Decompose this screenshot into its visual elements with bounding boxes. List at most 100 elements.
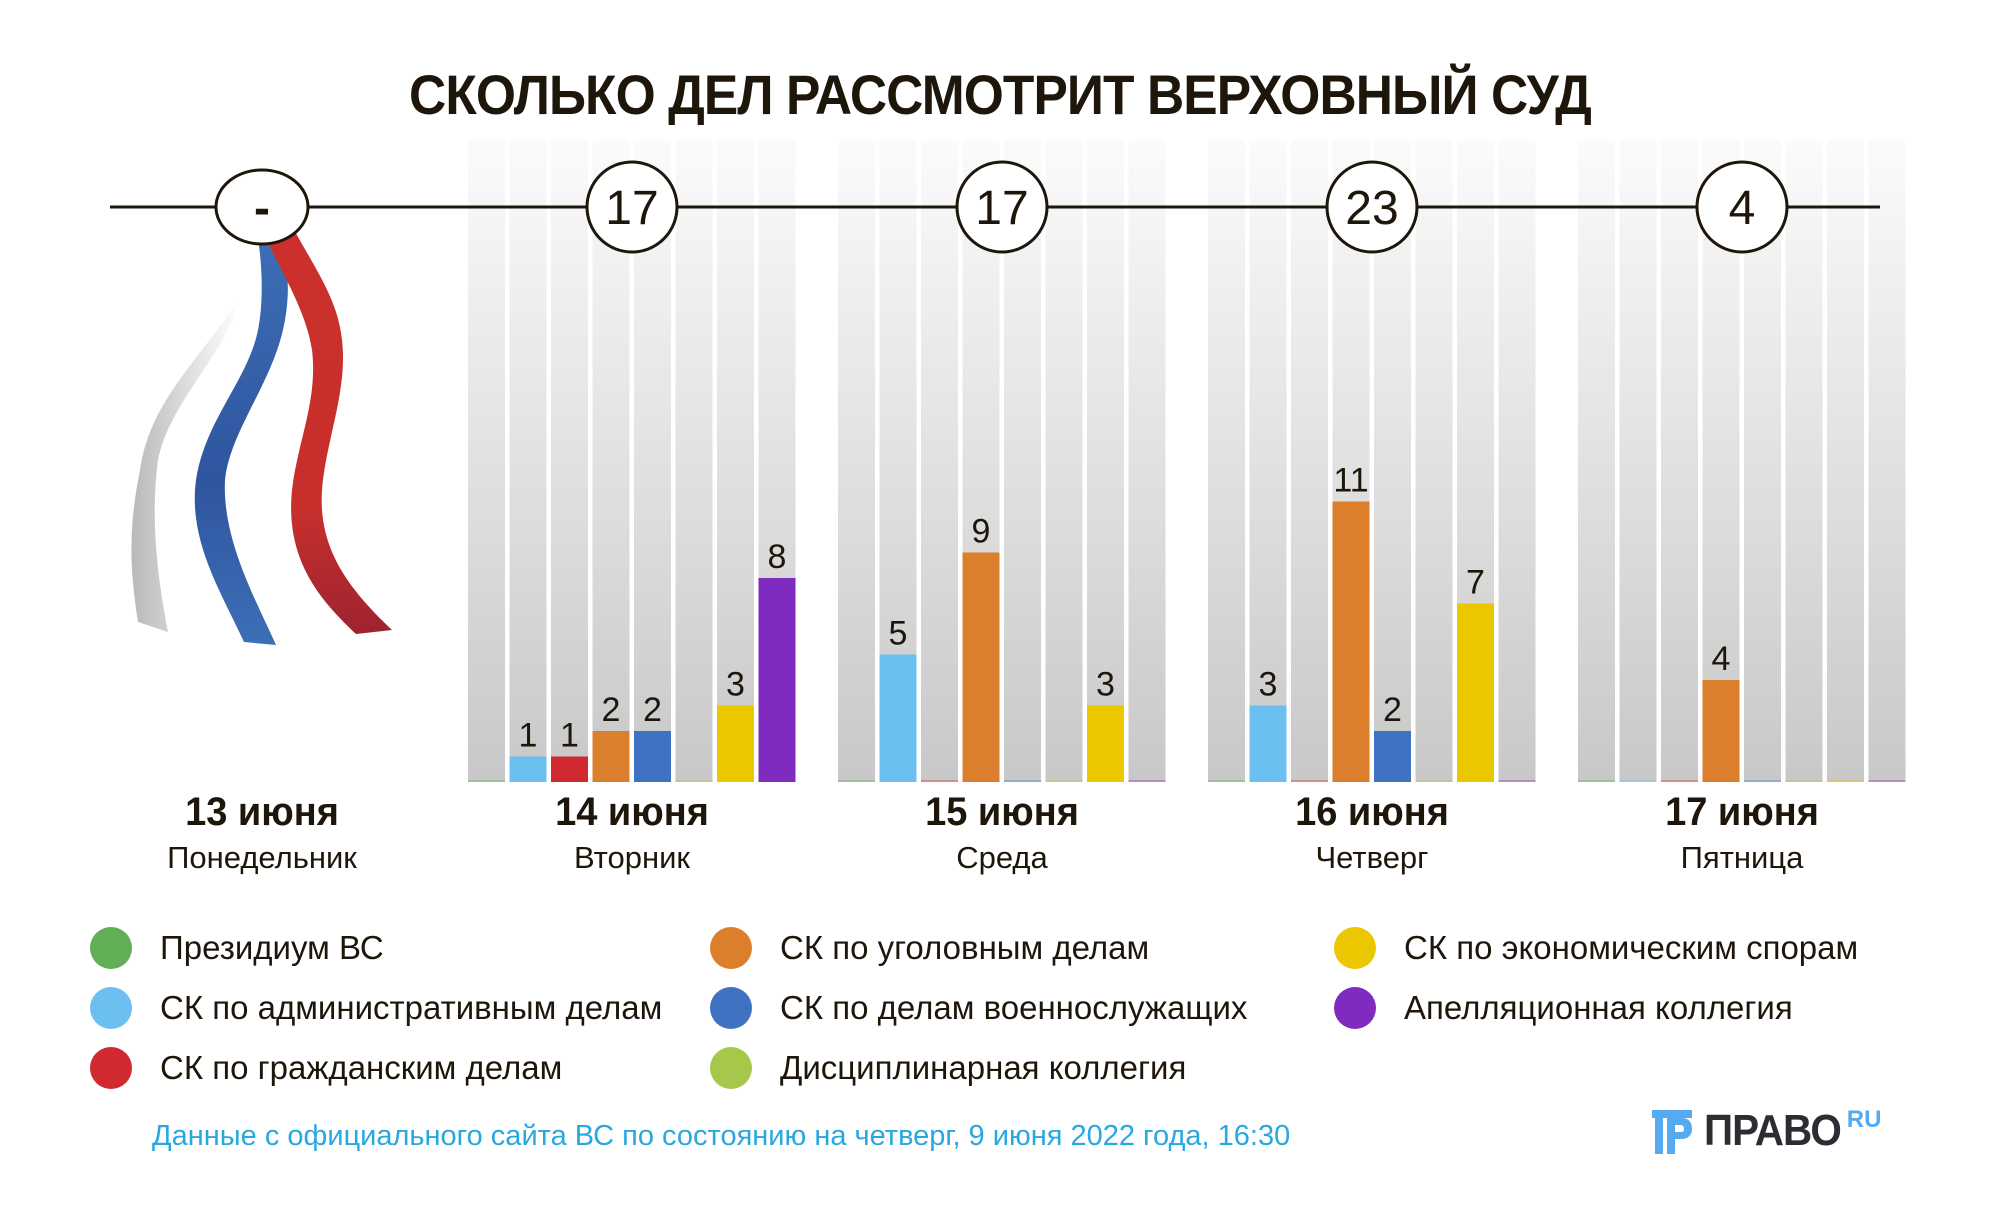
bar-value-label: 2: [643, 691, 662, 729]
legend-label: Президиум ВС: [160, 929, 384, 966]
legend-color-dot: [1334, 927, 1376, 969]
column-background: [1208, 140, 1245, 782]
column-baseline: [1415, 780, 1453, 782]
legend: Президиум ВС СК по административным дела…: [0, 920, 2000, 1100]
day-total-circle: [1695, 160, 1789, 254]
column-baseline: [675, 780, 713, 782]
column-baseline: [1868, 780, 1906, 782]
pravo-logo-icon: [1652, 1110, 1692, 1154]
column-baseline: [1498, 780, 1536, 782]
legend-item: СК по экономическим спорам: [1334, 920, 1858, 976]
column-baseline: [1827, 780, 1864, 782]
bar: [717, 705, 754, 782]
bar: [1374, 731, 1411, 782]
bar: [551, 756, 588, 782]
logo-text: ПРАВО: [1704, 1106, 1842, 1155]
bar: [1087, 705, 1124, 782]
legend-color-dot: [90, 927, 132, 969]
background-columns: [468, 140, 1906, 782]
legend-item: СК по делам военнослужащих: [710, 980, 1247, 1036]
legend-item: СК по уголовным делам: [710, 920, 1149, 976]
column-baseline: [1744, 780, 1781, 782]
column-background: [1619, 140, 1657, 782]
legend-color-dot: [710, 927, 752, 969]
column-baseline: [921, 780, 958, 782]
bar: [1332, 501, 1370, 782]
column-background: [1868, 140, 1906, 782]
day-total-value: 17: [605, 182, 658, 235]
legend-label: СК по гражданским делам: [160, 1049, 563, 1086]
legend-color-dot: [710, 1047, 752, 1089]
legend-item: Апелляционная коллегия: [1334, 980, 1793, 1036]
bar: [1249, 705, 1287, 782]
bar-value-label: 1: [560, 717, 579, 755]
day-date-label: 17 июня: [1665, 790, 1819, 834]
bar: [879, 654, 917, 782]
day-date-label: 14 июня: [555, 790, 709, 834]
bar: [962, 552, 1000, 782]
bar: [758, 578, 796, 782]
legend-label: СК по уголовным делам: [780, 929, 1150, 966]
column-background: [509, 140, 547, 782]
legend-label: Апелляционная коллегия: [1404, 989, 1793, 1026]
day-date-label: 13 июня: [185, 790, 339, 834]
day-total-circle: [214, 168, 310, 246]
day-total-value: -: [254, 182, 270, 235]
legend-color-dot: [1334, 987, 1376, 1029]
day-weekday-label: Четверг: [1315, 840, 1429, 875]
day-date-label: 15 июня: [925, 790, 1079, 834]
legend-color-dot: [710, 987, 752, 1029]
day-total-value: 17: [975, 182, 1028, 235]
column-background: [1415, 140, 1453, 782]
column-background: [551, 140, 588, 782]
column-background: [717, 140, 754, 782]
bar-value-label: 3: [1259, 666, 1278, 704]
bar-value-label: 9: [972, 513, 991, 551]
column-baseline: [1128, 780, 1166, 782]
legend-label: СК по экономическим спорам: [1404, 929, 1859, 966]
column-background: [675, 140, 713, 782]
data-source-note: Данные с официального сайта ВС по состоя…: [152, 1120, 1291, 1152]
column-background: [1291, 140, 1328, 782]
legend-color-dot: [90, 987, 132, 1029]
bar-value-label: 1: [519, 717, 538, 755]
bar: [592, 731, 630, 782]
bar-value-label: 8: [768, 538, 787, 576]
column-baseline: [1619, 780, 1657, 782]
logo-suffix: RU: [1846, 1106, 1882, 1133]
bar-value-label: 7: [1466, 564, 1485, 602]
legend-label: Дисциплинарная коллегия: [780, 1049, 1187, 1086]
day-total-circle: [955, 160, 1049, 254]
pravo-ru-logo[interactable]: ПРАВО RU: [1652, 1106, 1881, 1156]
bar-value-label: 5: [889, 615, 908, 653]
column-background: [468, 140, 505, 782]
day-total-circle: [585, 160, 679, 254]
column-background: [1045, 140, 1083, 782]
legend-item: Дисциплинарная коллегия: [710, 1040, 1186, 1096]
legend-item: СК по гражданским делам: [90, 1040, 562, 1096]
column-baseline: [1785, 780, 1823, 782]
bar: [509, 756, 547, 782]
day-weekday-label: Понедельник: [167, 840, 357, 875]
bar-value-label: 2: [602, 691, 621, 729]
column-baseline: [1291, 780, 1328, 782]
column-baseline: [1208, 780, 1245, 782]
bar-value-label: 4: [1712, 640, 1731, 678]
bar: [634, 731, 671, 782]
column-background: [1661, 140, 1698, 782]
russian-flag-ribbon-icon: [131, 228, 392, 645]
column-background: [838, 140, 875, 782]
column-background: [921, 140, 958, 782]
column-background: [1498, 140, 1536, 782]
column-baseline: [1004, 780, 1041, 782]
column-background: [1128, 140, 1166, 782]
column-background: [1087, 140, 1124, 782]
day-weekday-label: Вторник: [574, 840, 690, 875]
legend-color-dot: [90, 1047, 132, 1089]
column-background: [1827, 140, 1864, 782]
bar-value-label: 3: [726, 666, 745, 704]
bar-value-label: 2: [1383, 691, 1402, 729]
legend-label: СК по делам военнослужащих: [780, 989, 1248, 1026]
